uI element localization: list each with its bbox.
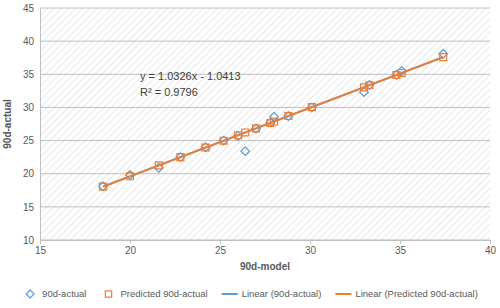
tick-label: 45 xyxy=(23,3,35,14)
trend-line xyxy=(103,57,443,186)
tick-label: 25 xyxy=(215,245,227,256)
marks xyxy=(99,49,448,190)
tick: 35 xyxy=(23,69,40,80)
tick-label: 40 xyxy=(485,245,497,256)
grid xyxy=(40,8,490,240)
tick-mark xyxy=(400,240,401,244)
tick: 30 xyxy=(305,240,317,256)
tick: 25 xyxy=(23,135,40,146)
legend-swatch xyxy=(26,290,34,298)
tick: 30 xyxy=(23,102,40,113)
legend-label: 90d-actual xyxy=(42,288,86,299)
legend-item: Linear (90d-actual) xyxy=(222,288,322,299)
point xyxy=(241,147,250,156)
legend-swatch xyxy=(222,293,238,295)
tick-label: 25 xyxy=(23,135,35,146)
axis-line xyxy=(41,241,491,245)
legend-item: 90d-actual xyxy=(26,288,86,299)
grid-line xyxy=(40,173,490,174)
trend-line xyxy=(103,57,443,186)
legend-label: Predicted 90d-actual xyxy=(120,288,207,299)
grid-line xyxy=(40,41,490,42)
tick: 15 xyxy=(23,202,40,213)
legend-item: Predicted 90d-actual xyxy=(105,288,207,299)
tick: 45 xyxy=(23,3,40,14)
tick-label: 15 xyxy=(35,245,47,256)
tick-mark xyxy=(130,240,131,244)
legend-item: Linear (Predicted 90d-actual) xyxy=(335,288,478,299)
tick-label: 20 xyxy=(23,168,35,179)
tick-label: 10 xyxy=(23,235,35,246)
tick: 35 xyxy=(395,240,407,256)
annotation: R² = 0.9796 xyxy=(140,86,198,98)
grid-line xyxy=(40,8,490,9)
plot-background xyxy=(40,8,490,240)
grid-line xyxy=(40,74,490,75)
chart: 1520253035401015202530354045y = 1.0326x … xyxy=(0,0,500,308)
tick: 20 xyxy=(125,240,137,256)
tick-label: 20 xyxy=(125,245,137,256)
tick-label: 35 xyxy=(23,69,35,80)
tick-label: 15 xyxy=(23,202,35,213)
tick: 40 xyxy=(23,36,40,47)
annotation: y = 1.0326x - 1.0413 xyxy=(140,70,241,82)
tick-label: 30 xyxy=(305,245,317,256)
plot: 1520253035401015202530354045 xyxy=(23,3,497,256)
tick: 10 xyxy=(23,235,40,246)
series xyxy=(100,54,447,190)
tick-label: 40 xyxy=(23,36,35,47)
series xyxy=(99,49,448,190)
tick: 25 xyxy=(215,240,227,256)
x-axis-title: 90d-model xyxy=(240,261,290,272)
tick: 15 xyxy=(35,240,47,256)
legend: 90d-actual Predicted 90d-actual Linear (90… xyxy=(26,288,478,299)
tick-mark xyxy=(490,240,491,244)
y-axis: 10 15 20 25 30 35 40 45 xyxy=(23,3,41,246)
legend-label: Linear (Predicted 90d-actual) xyxy=(355,288,478,299)
tick-mark xyxy=(310,240,311,244)
tick-mark xyxy=(40,240,41,244)
grid-line xyxy=(40,206,490,207)
tick: 40 xyxy=(485,240,497,256)
tick: 20 xyxy=(23,168,40,179)
grid-line xyxy=(40,107,490,108)
tick-mark xyxy=(220,240,221,244)
tick-label: 30 xyxy=(23,102,35,113)
grid-line xyxy=(40,140,490,141)
legend-swatch xyxy=(335,293,351,295)
axis-line xyxy=(40,9,41,241)
legend-swatch xyxy=(105,291,111,297)
y-axis-title: 90d-actual xyxy=(2,99,13,149)
legend-label: Linear (90d-actual) xyxy=(242,288,322,299)
x-axis: 15 20 25 30 35 40 xyxy=(35,240,497,256)
tick-label: 35 xyxy=(395,245,407,256)
